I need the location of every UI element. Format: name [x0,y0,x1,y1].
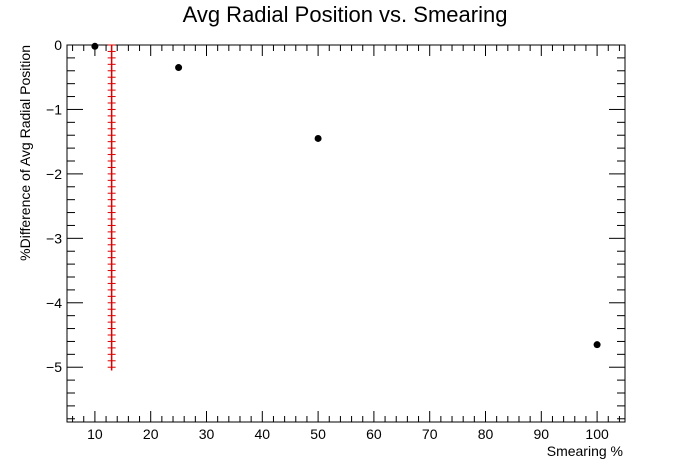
x-tick-label: 10 [87,426,103,442]
x-tick-label: 30 [199,426,215,442]
x-tick-label: 20 [143,426,159,442]
y-axis-label: %Difference of Avg Radial Position [17,45,33,261]
x-tick-label: 70 [422,426,438,442]
x-axis-ticks: 10 20 30 40 50 60 70 80 90 100 [72,45,620,442]
x-tick-label: 100 [585,426,609,442]
plot-frame [66,44,626,423]
y-tick-label: −3 [46,230,62,246]
y-tick-label: −1 [46,101,62,117]
x-tick-label: 80 [478,426,494,442]
chart-title: Avg Radial Position vs. Smearing [183,2,508,27]
y-axis-ticks: 0 −1 −2 −3 −4 −5 [46,37,625,420]
data-point [593,341,601,349]
x-tick-label: 50 [310,426,326,442]
data-point [314,134,322,142]
x-tick-label: 60 [366,426,382,442]
y-tick-label: −2 [46,166,62,182]
y-tick-label: −5 [46,359,62,375]
y-tick-label: −4 [46,295,62,311]
x-tick-label: 40 [255,426,271,442]
data-point [91,42,99,50]
plot-marks [91,42,601,371]
x-tick-label: 90 [534,426,550,442]
y-tick-label: 0 [54,37,62,53]
x-axis-label: Smearing % [547,443,623,459]
data-point [175,64,183,72]
